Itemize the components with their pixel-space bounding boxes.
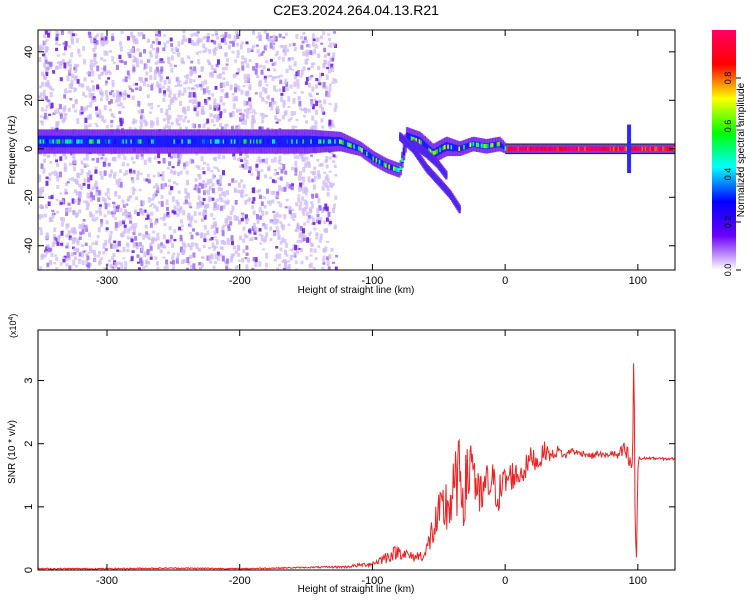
spectrogram-x-tick-label: -100 xyxy=(361,275,383,287)
spectrogram-x-tick-label: 0 xyxy=(502,275,508,287)
snr-y-ticks: 0 1 2 3 xyxy=(23,377,675,573)
snr-series-layer xyxy=(38,363,675,570)
colorbar-tick-label: 0.8 xyxy=(723,72,733,85)
snr-y-tick-label: 2 xyxy=(23,441,35,447)
colorbar-tick-label: 0.4 xyxy=(723,168,733,181)
snr-x-ticks: -300 -200 -100 0 100 xyxy=(96,330,647,587)
snr-y-axis-label: SNR (10 * v/v) xyxy=(7,420,18,484)
spectrogram-frame xyxy=(37,29,676,271)
colorbar-tick-label: 0.2 xyxy=(723,216,733,229)
spectrogram-y-ticks: -40 -20 0 20 40 xyxy=(23,46,675,254)
snr-panel: -300 -200 -100 0 100 0 1 2 3 Height of straight… xyxy=(7,314,676,595)
snr-plot-area xyxy=(38,330,675,570)
snr-x-tick-label: -300 xyxy=(96,575,118,587)
colorbar-swatch xyxy=(712,30,736,270)
spectrogram-y-tick-label: 20 xyxy=(23,94,35,106)
spectrogram-x-tick-label: -300 xyxy=(96,275,118,287)
snr-x-axis-label: Height of straight line (km) xyxy=(298,584,415,595)
spectrogram-y-axis-label: Frequency (Hz) xyxy=(7,116,18,185)
spectrogram-heat-layer xyxy=(38,124,675,214)
spectrogram-x-axis-label: Height of straight line (km) xyxy=(298,285,415,296)
spectrogram-x-tick-label: -200 xyxy=(229,275,251,287)
spectrogram-x-ticks: -300 -200 -100 0 100 xyxy=(96,30,647,287)
snr-y-tick-label: 1 xyxy=(23,504,35,510)
snr-x-tick-label: -200 xyxy=(229,575,251,587)
colorbar-tick-label: 0.0 xyxy=(723,264,733,277)
snr-series-line xyxy=(38,363,675,570)
snr-y-tick-label: 3 xyxy=(23,377,35,383)
figure-title: C2E3.2024.264.04.13.R21 xyxy=(273,2,439,18)
snr-y-multiplier: (x104) xyxy=(8,314,19,338)
colorbar-ticks: 0.0 0.2 0.4 0.6 0.8 xyxy=(723,72,741,277)
spectrogram-y-tick-label: -20 xyxy=(23,189,35,205)
spectrogram-y-tick-label: 40 xyxy=(23,46,35,58)
snr-x-tick-label: -100 xyxy=(361,575,383,587)
colorbar-tick-label: 0.6 xyxy=(723,120,733,133)
spectrogram-x-tick-label: 100 xyxy=(629,275,647,287)
snr-x-tick-label: 100 xyxy=(629,575,647,587)
colorbar-label: Normalized spectral amplitude xyxy=(736,82,747,217)
spectrogram-y-tick-label: 0 xyxy=(23,146,35,152)
snr-y-tick-label: 0 xyxy=(23,567,35,573)
snr-frame xyxy=(37,329,676,571)
spectrogram-y-tick-label: -40 xyxy=(23,238,35,254)
snr-x-tick-label: 0 xyxy=(502,575,508,587)
colorbar: 0.0 0.2 0.4 0.6 0.8 Normalized spectral ampl… xyxy=(712,30,747,276)
